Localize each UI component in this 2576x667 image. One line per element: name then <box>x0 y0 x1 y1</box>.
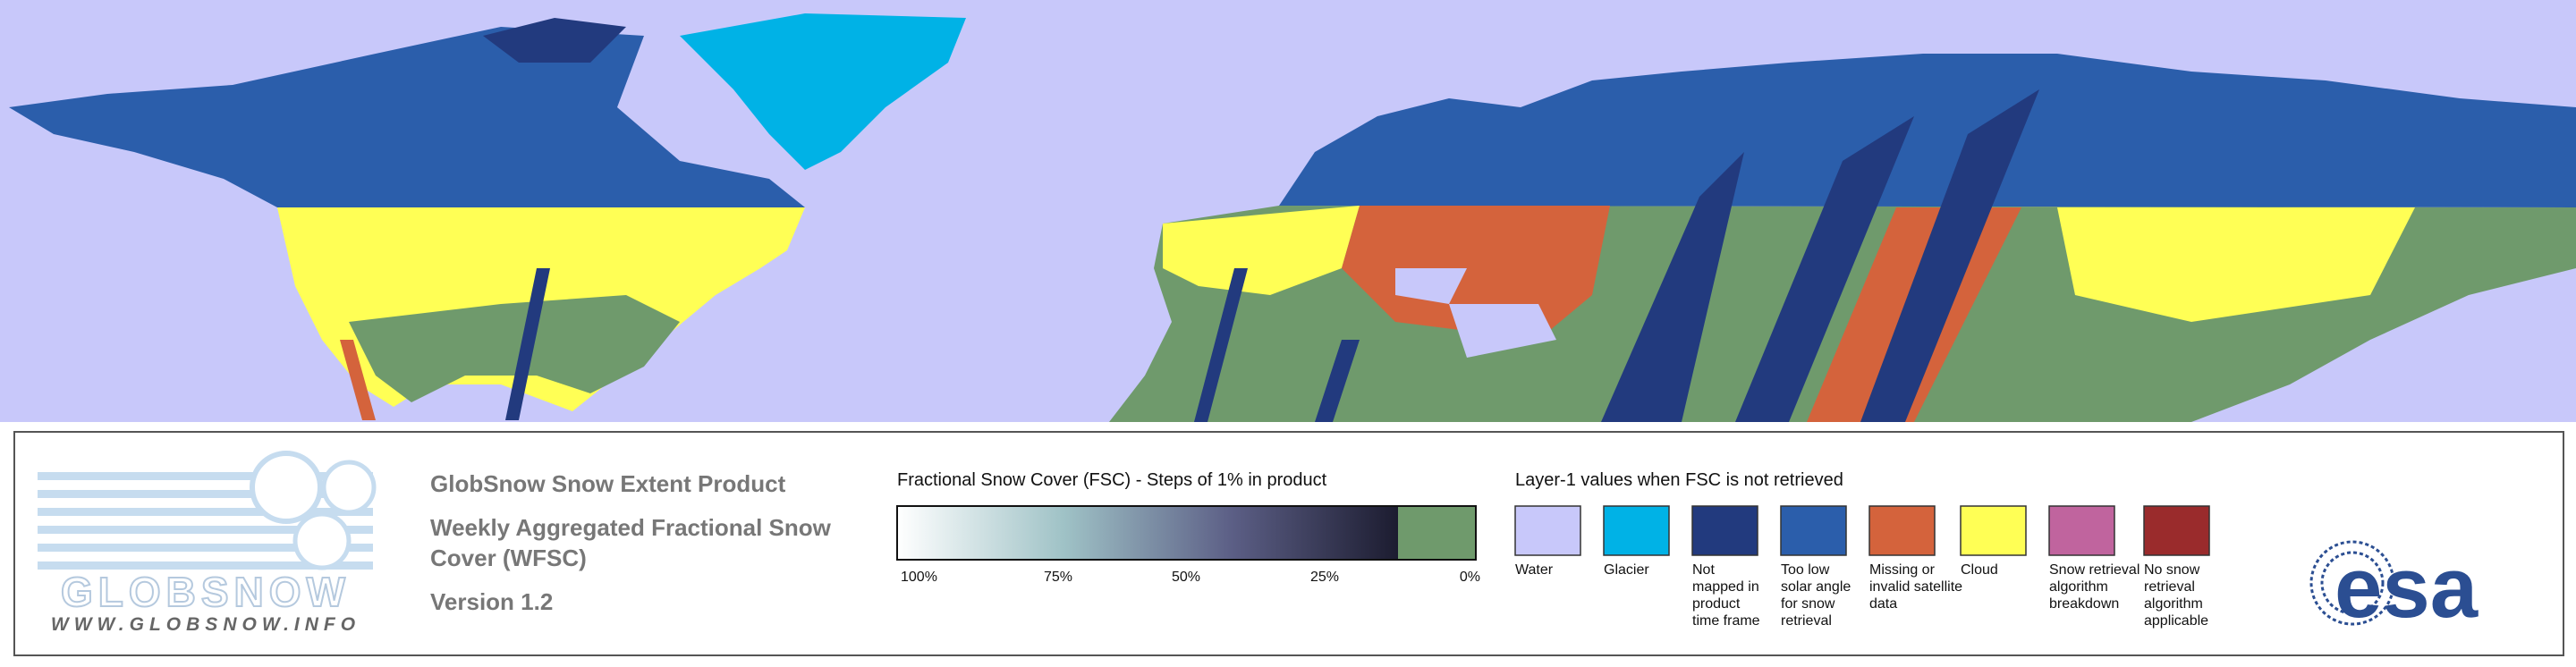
map <box>0 0 2576 422</box>
legend-label: solar angle <box>1781 579 1851 595</box>
logo-url: WWW.GLOBSNOW.INFO <box>51 614 360 635</box>
legend-label: Water <box>1515 562 1554 578</box>
legend-swatch <box>1603 505 1670 556</box>
colorbar-end <box>1398 506 1476 560</box>
legend-label: retrieval <box>1781 613 1832 629</box>
esa-logo: esa <box>2309 540 2479 636</box>
layer1-title: Layer-1 values when FSC is not retrieved <box>1515 470 1843 490</box>
snowflake <box>250 451 323 524</box>
snowflake <box>292 511 352 570</box>
swath <box>505 268 550 420</box>
legend-swatch <box>1780 505 1847 556</box>
logo-stripe <box>38 508 373 516</box>
colorbar-title: Fractional Snow Cover (FSC) - Steps of 1… <box>897 470 1327 490</box>
north-america-north <box>9 27 805 207</box>
colorbar-ticks: 100% 75% 50% 25% 0% <box>901 570 1480 585</box>
swath <box>1601 152 1744 422</box>
legend-label: product <box>1692 596 1741 612</box>
legend-label: invalid satellite <box>1869 579 1962 595</box>
legend-swatch <box>2143 505 2210 556</box>
swath <box>1735 116 1914 422</box>
logo-stripe <box>38 544 373 552</box>
colorbar-frame <box>896 505 1477 561</box>
legend-label: for snow <box>1781 596 1835 612</box>
legend-label: Not <box>1692 562 1715 578</box>
legend-label: No snow <box>2144 562 2200 578</box>
legend-label: applicable <box>2144 613 2208 629</box>
header: GlobSnow Snow Extent Product Weekly Aggr… <box>430 470 832 615</box>
logo-stripe <box>38 526 373 534</box>
colorbar-tick-label: 100% <box>901 570 937 585</box>
version: Version 1.2 <box>430 588 553 615</box>
legend-label: breakdown <box>2049 596 2119 612</box>
sea <box>1395 268 1467 304</box>
legend-label: Cloud <box>1961 562 1998 578</box>
greenland <box>680 13 966 170</box>
legend-swatch <box>1960 505 2027 556</box>
legend-label: Glacier <box>1604 562 1649 578</box>
colorbar <box>897 506 1398 560</box>
legend-label: retrieval <box>2144 579 2195 595</box>
colorbar-tick-label: 0% <box>1460 570 1480 585</box>
asia-cloud <box>2057 207 2415 322</box>
legend-swatch <box>1691 505 1758 556</box>
legend-label: algorithm <box>2049 579 2108 595</box>
europe-cloud <box>1163 206 1360 295</box>
snowflake <box>321 460 377 515</box>
logo-name: GLOBSNOW <box>61 569 351 615</box>
sea <box>1449 304 1556 358</box>
logo-stripe <box>38 490 373 498</box>
legend-label: algorithm <box>2144 596 2203 612</box>
arctic-islands <box>483 18 626 63</box>
legend-swatch <box>2048 505 2115 556</box>
swath <box>1860 89 2039 422</box>
esa-globe <box>2309 540 2395 626</box>
colorbar-tick-label: 50% <box>1172 570 1200 585</box>
swath <box>340 340 376 420</box>
logo-stripe <box>38 472 373 480</box>
subtitle-line: Cover (WFSC) <box>430 545 587 571</box>
globsnow-logo: GLOBSNOW WWW.GLOBSNOW.INFO <box>38 451 377 635</box>
legend-label: data <box>1869 596 1897 612</box>
swath <box>1315 340 1360 422</box>
title: GlobSnow Snow Extent Product <box>430 470 786 497</box>
esa-wordmark: esa <box>2334 540 2479 636</box>
legend-label: Snow retrieval <box>2049 562 2140 578</box>
swath <box>1194 268 1248 422</box>
north-america-south <box>349 295 680 402</box>
legend-swatch <box>1868 505 1936 556</box>
legend-label: mapped in <box>1692 579 1759 595</box>
subtitle-line: Weekly Aggregated Fractional Snow <box>430 514 832 541</box>
esa-globe <box>2320 551 2385 615</box>
colorbar-tick-label: 75% <box>1044 570 1072 585</box>
legend-label: Missing or <box>1869 562 1936 578</box>
colorbar-tick-label: 25% <box>1310 570 1339 585</box>
legend-label: time frame <box>1692 613 1760 629</box>
legend-label: Too low <box>1781 562 1830 578</box>
eurasia-north <box>1279 54 2576 207</box>
missing-data <box>1342 206 1610 340</box>
legend-swatch <box>1514 505 1581 556</box>
logo-stripe <box>38 561 373 570</box>
